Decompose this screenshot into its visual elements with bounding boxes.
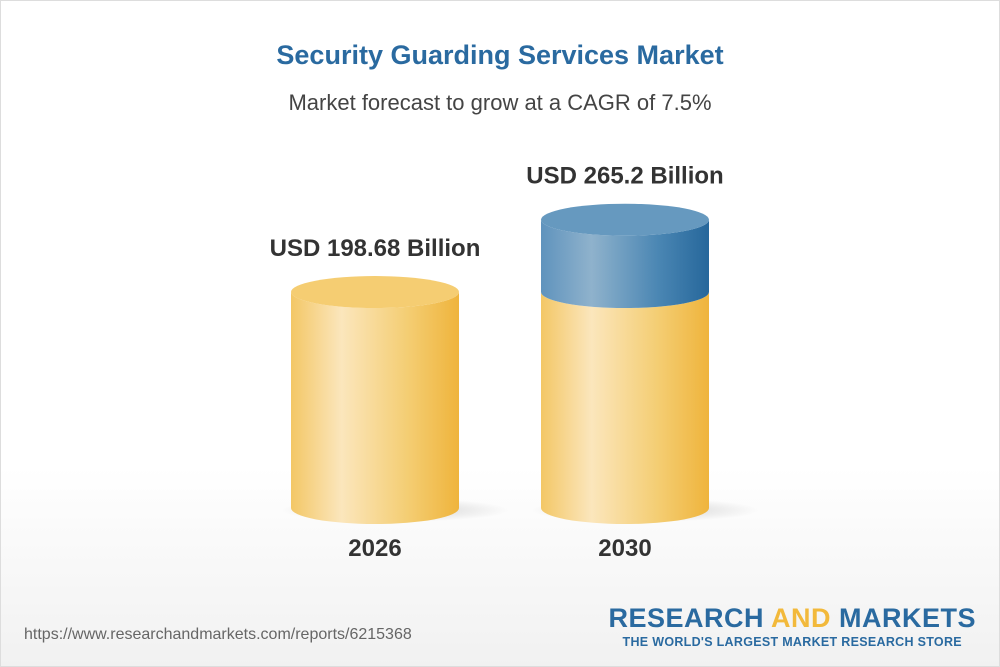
cylinder-top (291, 276, 459, 309)
logo-word: RESEARCH (608, 603, 764, 633)
category-label: 2026 (348, 535, 401, 562)
data-label: USD 265.2 Billion (526, 163, 723, 190)
chart-subtitle: Market forecast to grow at a CAGR of 7.5… (288, 90, 712, 115)
cylinder-growth-segment (541, 219, 709, 309)
logo-tagline: THE WORLD'S LARGEST MARKET RESEARCH STOR… (622, 635, 962, 649)
research-and-markets-logo: RESEARCH AND MARKETS THE WORLD'S LARGEST… (608, 603, 976, 649)
cylinder-bar (291, 292, 459, 524)
data-label: USD 198.68 Billion (270, 235, 481, 262)
logo-word: AND (770, 603, 831, 633)
source-url[interactable]: https://www.researchandmarkets.com/repor… (24, 626, 412, 643)
category-label: 2030 (598, 535, 651, 562)
cylinder-base-segment (541, 292, 709, 524)
logo-word: MARKETS (839, 603, 976, 633)
chart-title: Security Guarding Services Market (276, 40, 724, 70)
cylinder-top (541, 203, 709, 236)
